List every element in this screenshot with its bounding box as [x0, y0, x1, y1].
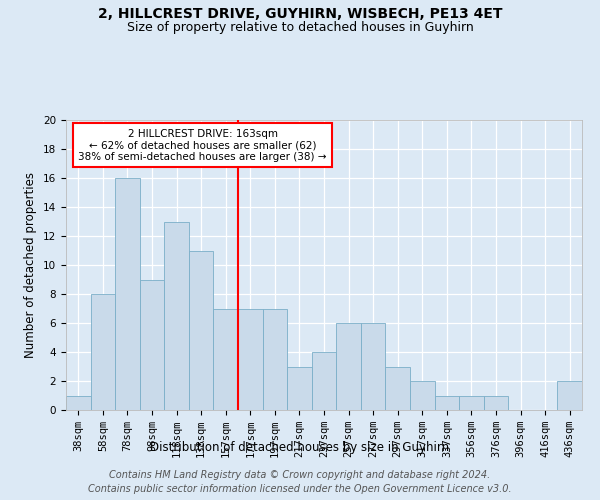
Bar	[557, 381, 582, 410]
Text: 2, HILLCREST DRIVE, GUYHIRN, WISBECH, PE13 4ET: 2, HILLCREST DRIVE, GUYHIRN, WISBECH, PE…	[98, 8, 502, 22]
Bar	[459, 396, 484, 410]
Bar	[115, 178, 140, 410]
Bar	[214, 308, 238, 410]
Bar	[164, 222, 189, 410]
Text: Distribution of detached houses by size in Guyhirn: Distribution of detached houses by size …	[151, 441, 449, 454]
Text: Size of property relative to detached houses in Guyhirn: Size of property relative to detached ho…	[127, 21, 473, 34]
Bar	[66, 396, 91, 410]
Bar	[287, 366, 312, 410]
Bar	[91, 294, 115, 410]
Bar	[312, 352, 336, 410]
Bar	[434, 396, 459, 410]
Bar	[336, 323, 361, 410]
Bar	[484, 396, 508, 410]
Bar	[361, 323, 385, 410]
Bar	[263, 308, 287, 410]
Bar	[140, 280, 164, 410]
Text: 2 HILLCREST DRIVE: 163sqm
← 62% of detached houses are smaller (62)
38% of semi-: 2 HILLCREST DRIVE: 163sqm ← 62% of detac…	[79, 128, 327, 162]
Bar	[238, 308, 263, 410]
Y-axis label: Number of detached properties: Number of detached properties	[25, 172, 37, 358]
Bar	[385, 366, 410, 410]
Bar	[410, 381, 434, 410]
Text: Contains HM Land Registry data © Crown copyright and database right 2024.
Contai: Contains HM Land Registry data © Crown c…	[88, 470, 512, 494]
Bar	[189, 250, 214, 410]
